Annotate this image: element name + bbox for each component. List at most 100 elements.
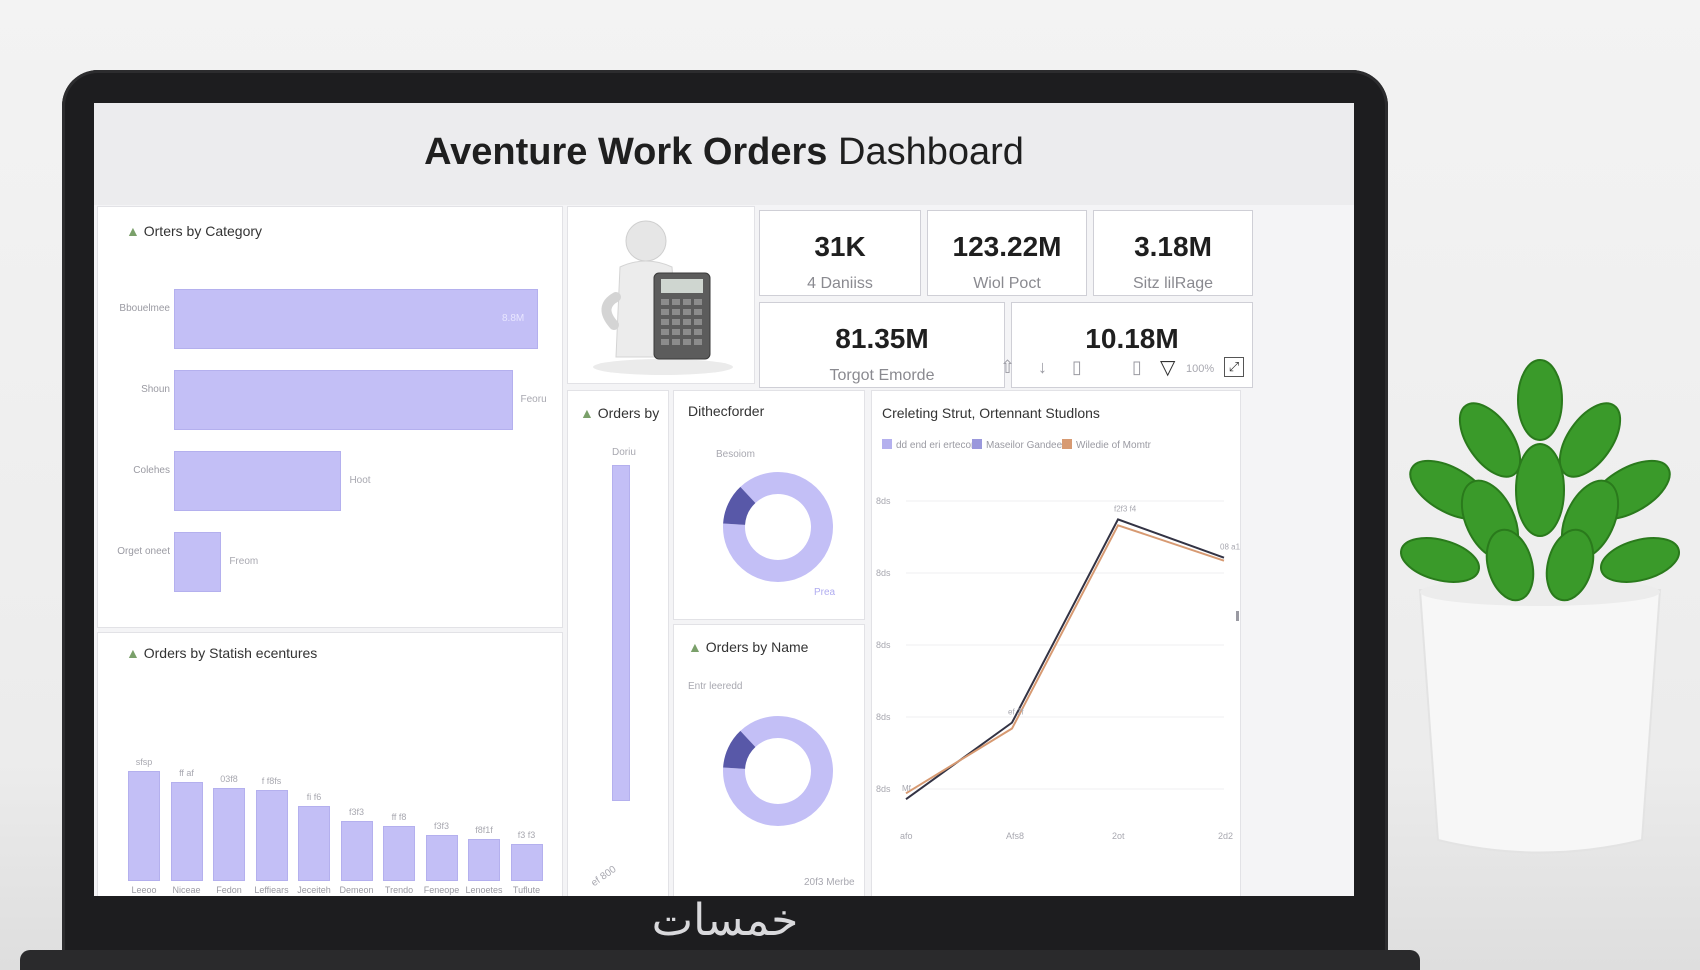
category-chart-title: ▲ Orters by Category xyxy=(126,223,263,239)
legend-item[interactable]: dd end eri ertecorc xyxy=(882,439,979,451)
bar-category-label: Colehes xyxy=(133,465,170,476)
orders-by-card[interactable]: ▲ Orders by Doriu ef 800 xyxy=(568,391,668,896)
status-bar[interactable] xyxy=(170,782,203,881)
legend-item[interactable]: Wiledie of Momtr xyxy=(1062,439,1151,451)
status-chart-title: ▲ Orders by Statish ecentures xyxy=(126,645,318,661)
bar-value-label: f3f3 xyxy=(348,806,364,817)
orders-by-title: ▲ Orders by xyxy=(580,405,660,421)
chart-icon: ▲ xyxy=(688,639,702,655)
y-tick-label: 8ds xyxy=(876,640,891,650)
donut-slice xyxy=(723,730,756,770)
bar-value-label: ff af xyxy=(179,768,194,778)
kpi-label: 4 Daniiss xyxy=(807,275,873,292)
bar-category-label: Shoun xyxy=(141,384,170,395)
point-label: ef 2f xyxy=(1008,708,1024,717)
legend-item[interactable]: Maseilor Gandee xyxy=(972,439,1062,451)
bar-value-label: f f8fs xyxy=(261,775,282,786)
chart-icon: ▲ xyxy=(126,645,140,661)
status-bar[interactable] xyxy=(383,826,415,881)
y-tick-label: 8ds xyxy=(876,712,891,722)
status-bar[interactable] xyxy=(340,820,373,881)
line-chart-title: Creleting Strut, Ortennant Studlons xyxy=(882,405,1100,421)
donut-card-2[interactable]: ▲ Orders by Name Entr leeredd 20f3 Merbe xyxy=(674,625,864,896)
category-bar[interactable] xyxy=(174,289,538,349)
focus-icon[interactable]: ⤢ xyxy=(1224,357,1244,377)
status-bar[interactable] xyxy=(255,789,288,881)
bar-category-label: Fedon xyxy=(216,885,242,895)
donut-title: Dithecforder xyxy=(688,403,765,419)
category-chart-card[interactable]: ▲ Orters by Category Bbouelmee 8.8M Shoun F… xyxy=(98,207,562,627)
point-label: 08 a1 xyxy=(1220,543,1240,552)
dashboard-screen: Aventure Work Orders Dashboard ▲ Orters … xyxy=(94,103,1354,896)
x-tick-label: 2ot xyxy=(1112,831,1125,841)
y-tick-label: 8ds xyxy=(876,784,891,794)
illustration-card xyxy=(568,207,754,383)
bar-value-label: Hoot xyxy=(349,475,371,486)
page-title: Aventure Work Orders Dashboard xyxy=(424,131,1024,173)
laptop-base xyxy=(20,950,1420,970)
donut-slice xyxy=(723,486,756,526)
upload-icon[interactable]: ⇧ xyxy=(1000,357,1016,377)
kpi-card-1[interactable]: 31K 4 Daniiss xyxy=(760,211,920,295)
donut-title: ▲ Orders by Name xyxy=(688,639,809,655)
y-tick-label: 8ds xyxy=(876,568,891,578)
kpi-card-2[interactable]: 123.22M Wiol Poct xyxy=(928,211,1086,295)
kpi-label: Sitz lilRage xyxy=(1132,275,1214,292)
x-axis-label: ef 800 xyxy=(589,864,619,889)
status-chart-card[interactable]: ▲ Orders by Statish ecentures sfsp Leeoo f… xyxy=(98,633,562,896)
kpi-card-3[interactable]: 3.18M Sitz lilRage xyxy=(1094,211,1252,295)
bar-category-label: Lenoetes xyxy=(465,885,503,895)
donut-slice xyxy=(723,472,833,582)
status-bar[interactable] xyxy=(128,771,160,881)
bar-value-label: fi f6 xyxy=(306,792,322,803)
bar-value-label: f3 f3 xyxy=(517,829,536,840)
bar-value-label: sfsp xyxy=(135,757,153,767)
status-bar[interactable] xyxy=(468,839,500,881)
bar-category-label: Tuflute xyxy=(512,885,541,895)
donut-subtitle: Entr leeredd xyxy=(688,681,743,692)
y-tick-label: 8ds xyxy=(876,496,891,506)
bar-value-label: Feoru xyxy=(520,394,547,405)
donut-chart xyxy=(723,472,833,582)
bar-icon[interactable]: ▯ xyxy=(1132,357,1142,377)
kpi-card-5[interactable]: 10.18M ⇧ ↓ ▯ ▯ ▽ 100% ⤢ xyxy=(1000,303,1252,387)
bar-category-label: Niceae xyxy=(172,885,201,895)
bar-category-label: Trendo xyxy=(384,885,414,895)
status-bar[interactable] xyxy=(298,806,330,881)
donut-card-1[interactable]: Dithecforder Besoiom Prea xyxy=(674,391,864,619)
donut-value-label: 20f3 Merbe xyxy=(804,877,855,888)
donut-value-label: Prea xyxy=(814,587,836,598)
scrollbar-thumb xyxy=(1236,611,1239,621)
kpi-value: 81.35M xyxy=(835,323,929,354)
bar-value-label: f8f1f xyxy=(475,825,493,836)
status-bar[interactable] xyxy=(213,787,245,881)
bar-value-label: Doriu xyxy=(612,447,636,458)
person-with-calculator-illustration xyxy=(593,220,733,375)
kpi-label: Wiol Poct xyxy=(973,275,1041,292)
category-bar[interactable] xyxy=(174,370,513,430)
category-bar[interactable] xyxy=(174,532,222,592)
line-chart-card[interactable]: Creleting Strut, Ortennant Studlons dd e… xyxy=(872,391,1240,896)
kpi-value: 3.18M xyxy=(1134,231,1212,262)
chart-icon: ▲ xyxy=(580,405,594,421)
bar-category-label: Demeon xyxy=(339,885,374,895)
zoom-label: 100% xyxy=(1186,363,1215,375)
bar-value-label: 8.8M xyxy=(502,313,525,324)
x-tick-label: Afs8 xyxy=(1006,831,1024,841)
bar-icon[interactable]: ▯ xyxy=(1072,357,1082,377)
x-tick-label: afo xyxy=(900,831,913,841)
bar-category-label: Orget oneet xyxy=(117,546,170,557)
arrow-down-icon[interactable]: ↓ xyxy=(1038,357,1047,377)
title-bar: Aventure Work Orders Dashboard xyxy=(94,103,1354,205)
orders-by-bar[interactable] xyxy=(612,465,630,801)
status-bar[interactable] xyxy=(425,834,458,881)
kpi-value: 31K xyxy=(814,231,866,262)
category-bar[interactable] xyxy=(174,451,342,511)
bar-category-label: Jeceiteh xyxy=(297,885,331,895)
status-bar[interactable] xyxy=(510,843,543,881)
bar-category-label: Bbouelmee xyxy=(119,303,170,314)
kpi-card-4[interactable]: 81.35M Torgot Emorde xyxy=(760,303,1004,387)
bar-category-label: Leffiears xyxy=(254,885,289,895)
line-series xyxy=(905,524,1225,795)
filter-icon[interactable]: ▽ xyxy=(1160,357,1176,379)
